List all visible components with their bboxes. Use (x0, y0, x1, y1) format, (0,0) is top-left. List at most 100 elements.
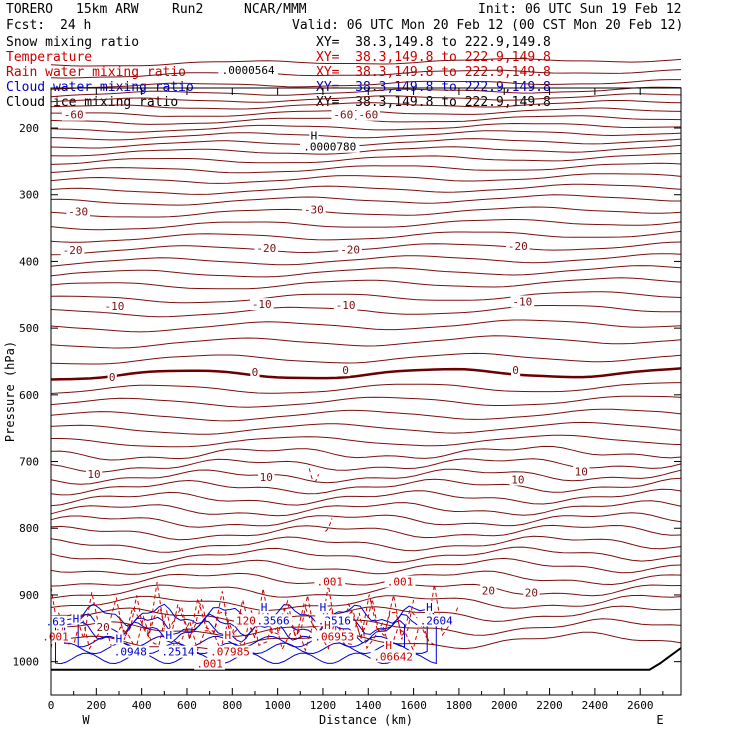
isotherm-line (50, 488, 682, 507)
isotherm-line (50, 367, 682, 381)
isotherm-line (50, 352, 682, 365)
contour-labels: -60 -60 -60 -30 -30 -20 -20 -20 -20 -10 -10 -10 -10 0… (40, 63, 590, 671)
isotherm-line (50, 618, 682, 637)
isotherm-line (50, 86, 682, 98)
temperature-label: 20 (96, 621, 109, 634)
temperature-label: 20 (525, 586, 538, 599)
field-xy-temperature: XY= 38.3,149.8 to 222.9,149.8 (316, 50, 551, 65)
field-name-temperature: Temperature (6, 50, 93, 65)
isotherm-line (50, 122, 682, 133)
field-xy-rain: XY= 38.3,149.8 to 222.9,149.8 (316, 65, 551, 80)
cloud-water-label-bg (111, 645, 150, 658)
cloud-water-label: .2514 (161, 646, 194, 659)
temperature-label: 10 (87, 468, 100, 481)
y-tick-label: 900 (19, 589, 39, 602)
cloud-water-label: H (426, 601, 433, 614)
west-label: W (82, 713, 90, 727)
isotherm-line (50, 291, 682, 304)
temperature-label-bg (249, 298, 274, 311)
cloud-water-label: H (166, 629, 173, 642)
plot-frame (50, 87, 682, 696)
x-tick-label: 2600 (627, 699, 654, 712)
isotherm-line (50, 631, 682, 650)
temperature-label-bg (85, 468, 103, 481)
temperature-label: -10 (252, 298, 272, 311)
cloud-water-label-bg (318, 600, 328, 613)
field-xy-cloud-ice: XY= 38.3,149.8 to 222.9,149.8 (316, 95, 551, 110)
isotherm-line (50, 594, 682, 612)
rain-water-label: .001 (42, 630, 69, 643)
isotherm-line (50, 535, 682, 553)
isotherm-line (50, 253, 682, 267)
x-tick-label: 2400 (582, 699, 609, 712)
x-tick-label: 2200 (536, 699, 563, 712)
valid-time: Valid: 06 UTC Mon 20 Feb 12 (00 CST Mon … (292, 18, 684, 33)
field-name-snow: Snow mixing ratio (6, 35, 140, 50)
snow-label: .0000780 (303, 141, 356, 154)
y-tick-label: 200 (19, 122, 39, 135)
rain-water-label: .001 (196, 658, 223, 671)
temperature-label: 0 (342, 364, 349, 377)
y-tick-label: 1000 (13, 656, 40, 669)
isotherm-line (50, 468, 682, 485)
x-tick-label: 1800 (446, 699, 473, 712)
isotherm-line (50, 173, 682, 184)
temperature-label: -60 (333, 109, 353, 122)
isotherm-line (50, 319, 682, 333)
isotherm-line (50, 512, 682, 528)
temperature-label: 0 (252, 366, 259, 379)
org-name: NCAR/MMM (244, 2, 307, 17)
isotherm-line (50, 546, 682, 565)
temperature-label-bg (254, 242, 279, 255)
temperature-label-bg (94, 620, 112, 633)
isotherm-line (50, 218, 682, 231)
isotherm-line (51, 434, 682, 448)
terrain-surface (51, 647, 682, 671)
temperature-label: -10 (336, 299, 356, 312)
isotherm-line (50, 241, 682, 256)
rain-water-contour (324, 518, 333, 532)
cloud-water-label: .2604 (420, 614, 453, 627)
init-time: Init: 06 UTC Sun 19 Feb 12 (478, 2, 682, 17)
y-tick-label: 400 (19, 255, 39, 268)
snow-label-bg (299, 140, 360, 153)
rain-water-label-bg (207, 645, 253, 658)
cloud-water-contour (55, 603, 437, 665)
cloud-water-label-bg (164, 628, 174, 641)
rain-water-label: H (324, 619, 331, 632)
x-tick-label: 800 (222, 699, 242, 712)
snow-label-bg (309, 129, 319, 142)
temperature-label-bg (509, 473, 527, 486)
temperature-label: -20 (508, 240, 528, 253)
cloud-water-label-bg (43, 615, 68, 628)
y-tick-label: 500 (19, 322, 39, 335)
isotherm-line (50, 162, 682, 174)
x-tick-label: 1000 (264, 699, 291, 712)
cloud-water-label: .63 (46, 616, 66, 629)
rain-water-label-bg (223, 628, 233, 641)
isotherm-line (50, 421, 682, 435)
x-tick-label: 0 (48, 699, 55, 712)
cloud-water-label-bg (114, 632, 124, 645)
temperature-label: -10 (105, 300, 125, 313)
rain-water-label: .06642 (373, 650, 413, 663)
isotherm-line (50, 130, 682, 141)
cloud-layer (50, 468, 682, 671)
axes: 0 200 400 600 800 1000 1200 1400 1600 1800 2000 220… (3, 88, 681, 727)
forecast-value: 24 h (60, 18, 92, 33)
temperature-label-bg (250, 366, 260, 379)
temperature-label-bg (480, 584, 497, 597)
temperature-label-bg (523, 586, 540, 599)
temperature-label-bg (510, 364, 521, 377)
rain-water-label-bg (322, 618, 333, 631)
isotherm-line (50, 500, 682, 517)
x-tick-label: 1200 (310, 699, 337, 712)
x-axis-label: Distance (km) (319, 713, 413, 727)
x-tick-label: 400 (132, 699, 152, 712)
snow-label-bg (218, 63, 278, 76)
isotherm-line (50, 382, 682, 394)
isotherm-line (50, 206, 682, 218)
isotherm-line (50, 100, 682, 110)
isotherm-line (50, 93, 682, 103)
